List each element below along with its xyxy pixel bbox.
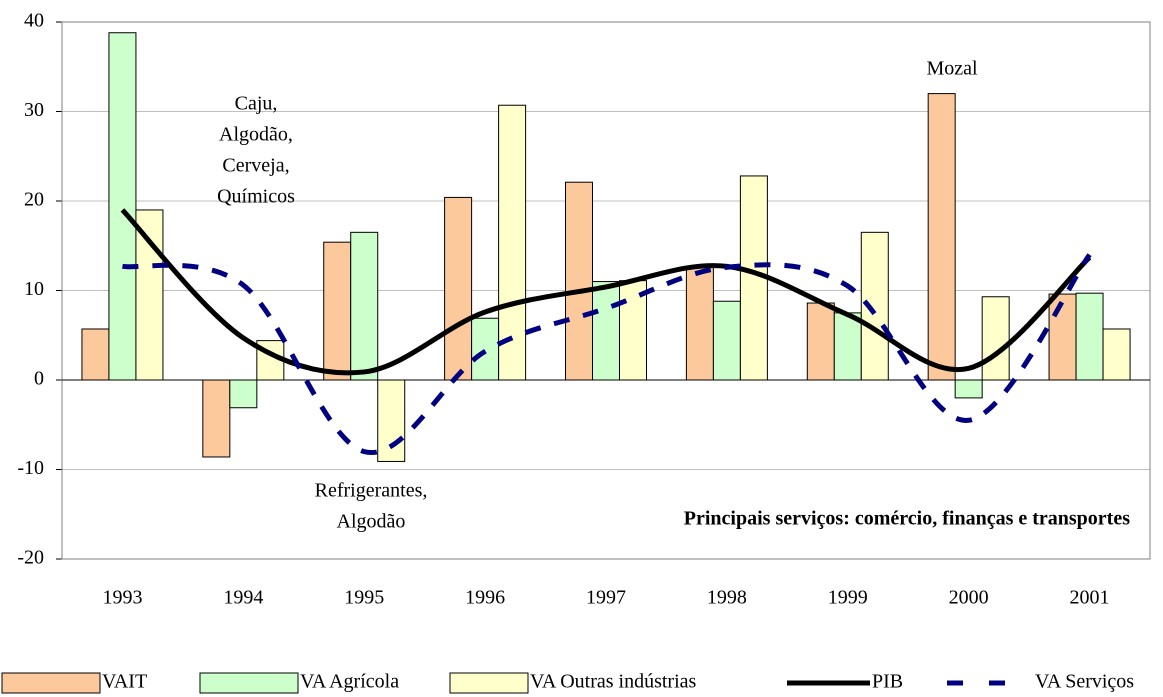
legend-swatch [1, 672, 101, 694]
bar [350, 231, 379, 381]
annotation: Mozal [926, 58, 978, 80]
annotation: Algodão [337, 511, 406, 533]
bar [471, 317, 500, 381]
legend-label: VA Serviços [1035, 671, 1134, 693]
legend-label: PIB [872, 671, 903, 693]
legend-label: VAIT [102, 671, 147, 693]
y-tick-label: 20 [24, 189, 44, 211]
bar [739, 175, 768, 381]
y-tick-label: -10 [17, 457, 44, 479]
bar [1048, 293, 1077, 381]
bar [685, 265, 714, 381]
bar [108, 32, 137, 381]
bar [954, 379, 983, 399]
annotation: Químicos [217, 186, 295, 208]
x-tick-label: 1999 [828, 587, 868, 609]
bar [81, 328, 110, 381]
bar [592, 281, 620, 381]
legend-label: VA Outras indústrias [530, 671, 697, 693]
legend-label: VA Agrícola [300, 671, 399, 693]
x-tick-label: 1993 [102, 587, 142, 609]
annotation: Refrigerantes, [315, 480, 428, 502]
legend-swatch [199, 672, 299, 694]
bar [229, 379, 258, 409]
annotation: Caju, [235, 93, 278, 115]
bar [712, 300, 741, 381]
bar [860, 231, 889, 381]
bar [377, 379, 406, 462]
bar [806, 302, 835, 381]
bar [1102, 328, 1131, 381]
bar [444, 196, 473, 381]
bar [202, 379, 231, 458]
x-tick-label: 1998 [707, 587, 747, 609]
line [120, 208, 1092, 376]
plot-border [61, 21, 1151, 560]
annotation: Cerveja, [222, 155, 289, 177]
x-tick-label: 1994 [223, 587, 263, 609]
bar [498, 104, 527, 381]
y-tick-label: 30 [24, 99, 44, 121]
bar [135, 209, 164, 381]
legend-swatch [449, 672, 529, 694]
y-tick-label: 10 [24, 278, 44, 300]
bar [323, 241, 352, 381]
y-tick-label: -20 [17, 547, 44, 569]
bar [833, 312, 862, 381]
x-tick-label: 1995 [344, 587, 384, 609]
x-tick-label: 1997 [586, 587, 626, 609]
x-tick-label: 2001 [1070, 587, 1110, 609]
y-tick-label: 40 [24, 10, 44, 32]
bar [927, 93, 956, 381]
annotation: Principais serviços: comércio, finanças … [684, 508, 1130, 530]
x-tick-label: 2000 [949, 587, 989, 609]
bar [565, 181, 593, 381]
annotation: Algodão, [219, 124, 293, 146]
x-tick-label: 1996 [465, 587, 505, 609]
y-tick-label: 0 [34, 368, 44, 390]
bar [1075, 292, 1104, 381]
bar [981, 296, 1010, 381]
